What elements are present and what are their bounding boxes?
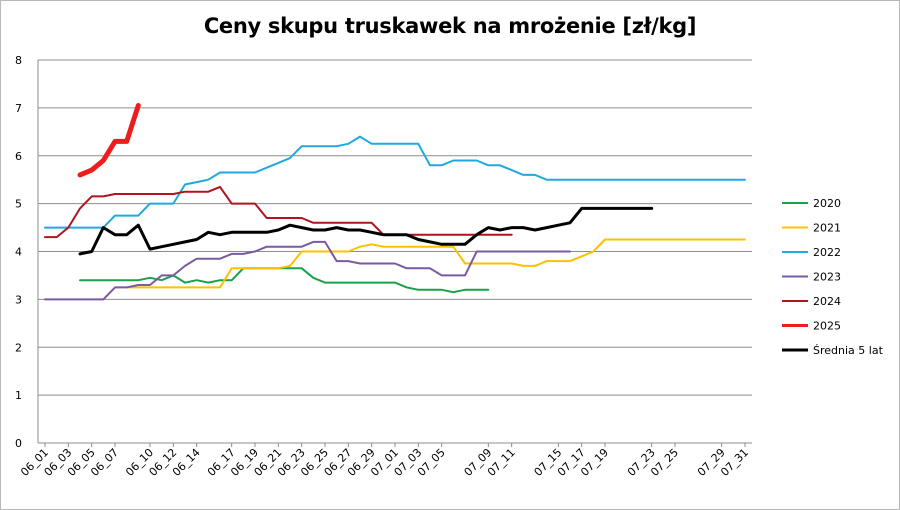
y-tick-label: 7 — [15, 102, 22, 115]
y-tick-label: 6 — [15, 150, 22, 163]
legend-label: Średnia 5 lat — [813, 344, 884, 357]
y-axis-ticks: 0 1 2 3 4 5 6 7 8 — [15, 54, 22, 450]
legend-label: 2020 — [813, 197, 841, 210]
chart-title: Ceny skupu truskawek na mrożenie [zł/kg] — [203, 14, 697, 38]
series-line-2025 — [77, 103, 141, 178]
legend-label: 2022 — [813, 246, 841, 259]
series-line-2021 — [125, 238, 746, 289]
legend-label: 2024 — [813, 295, 841, 308]
series-line-2024 — [44, 185, 513, 239]
legend: 2020 2021 2022 2023 2024 2025 Średnia 5 lat — [782, 197, 884, 357]
series-line-2023 — [44, 240, 571, 301]
legend-label: 2025 — [813, 320, 841, 333]
y-tick-label: 8 — [15, 54, 22, 67]
y-tick-label: 4 — [15, 246, 22, 259]
series-line-2020 — [79, 267, 490, 294]
y-tick-label: 3 — [15, 293, 22, 306]
series-line-średnia-5-lat — [78, 206, 654, 256]
gridlines — [37, 59, 752, 444]
y-tick-label: 0 — [15, 437, 22, 450]
series-line-2022 — [44, 135, 746, 229]
y-tick-label: 1 — [15, 389, 22, 402]
legend-label: 2021 — [813, 222, 841, 235]
legend-label: 2023 — [813, 271, 841, 284]
series-lines — [44, 103, 746, 301]
y-tick-label: 2 — [15, 341, 22, 354]
y-tick-label: 5 — [15, 198, 22, 211]
